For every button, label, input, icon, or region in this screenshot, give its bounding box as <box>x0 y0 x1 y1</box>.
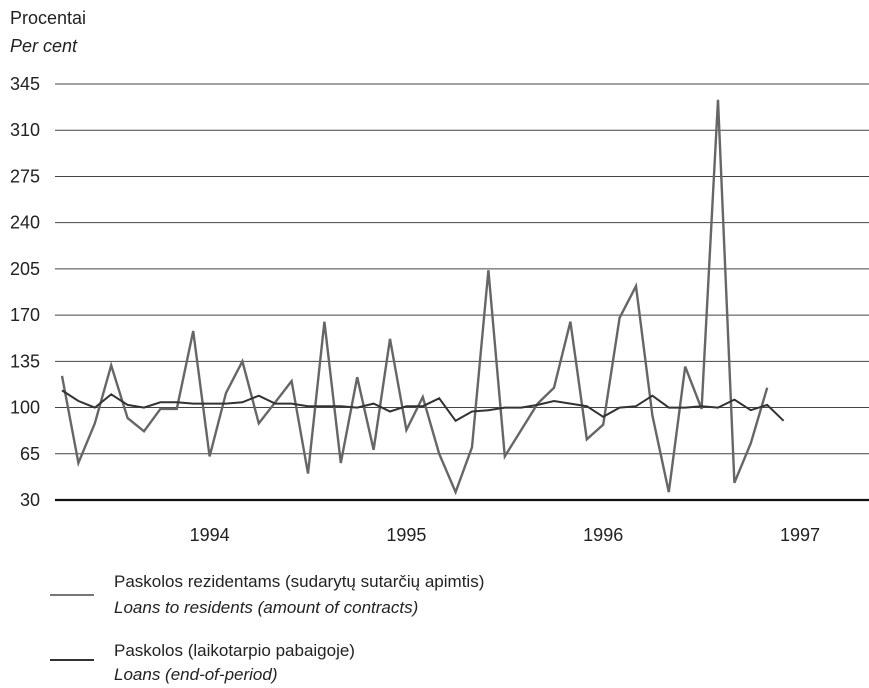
y-axis-title: Procentai <box>10 8 87 28</box>
line-chart: 30 65 100 135 170 205 240 275 310 345 1994 1995 1996… <box>10 74 869 545</box>
legend-label-eop: Paskolos (laikotarpio pabaigoje) <box>114 641 355 660</box>
y-tick-label: 240 <box>10 213 40 233</box>
y-axis-title-en: Per cent <box>10 36 78 56</box>
y-tick-label: 100 <box>10 398 40 418</box>
legend-swatch-eop <box>50 659 94 661</box>
y-tick-label: 170 <box>10 305 40 325</box>
x-tick-label: 1994 <box>190 525 230 545</box>
y-tick-label: 65 <box>20 444 40 464</box>
legend-swatch-residents <box>50 594 94 596</box>
y-tick-label: 345 <box>10 74 40 94</box>
y-tick-label: 310 <box>10 120 40 140</box>
y-tick-label: 30 <box>20 490 40 510</box>
y-tick-label: 135 <box>10 351 40 371</box>
y-tick-label: 205 <box>10 259 40 279</box>
x-tick-label: 1997 <box>780 525 820 545</box>
series-line-residents <box>60 99 769 496</box>
y-tick-label: 275 <box>10 166 40 186</box>
series-line-eop <box>61 389 785 423</box>
legend-label-residents: Paskolos rezidentams (sudarytų sutarčių … <box>114 572 485 591</box>
x-tick-label: 1995 <box>386 525 426 545</box>
legend-label-eop-en: Loans (end-of-period) <box>114 665 278 684</box>
legend-label-residents-en: Loans to residents (amount of contracts) <box>114 598 419 617</box>
x-tick-label: 1996 <box>583 525 623 545</box>
